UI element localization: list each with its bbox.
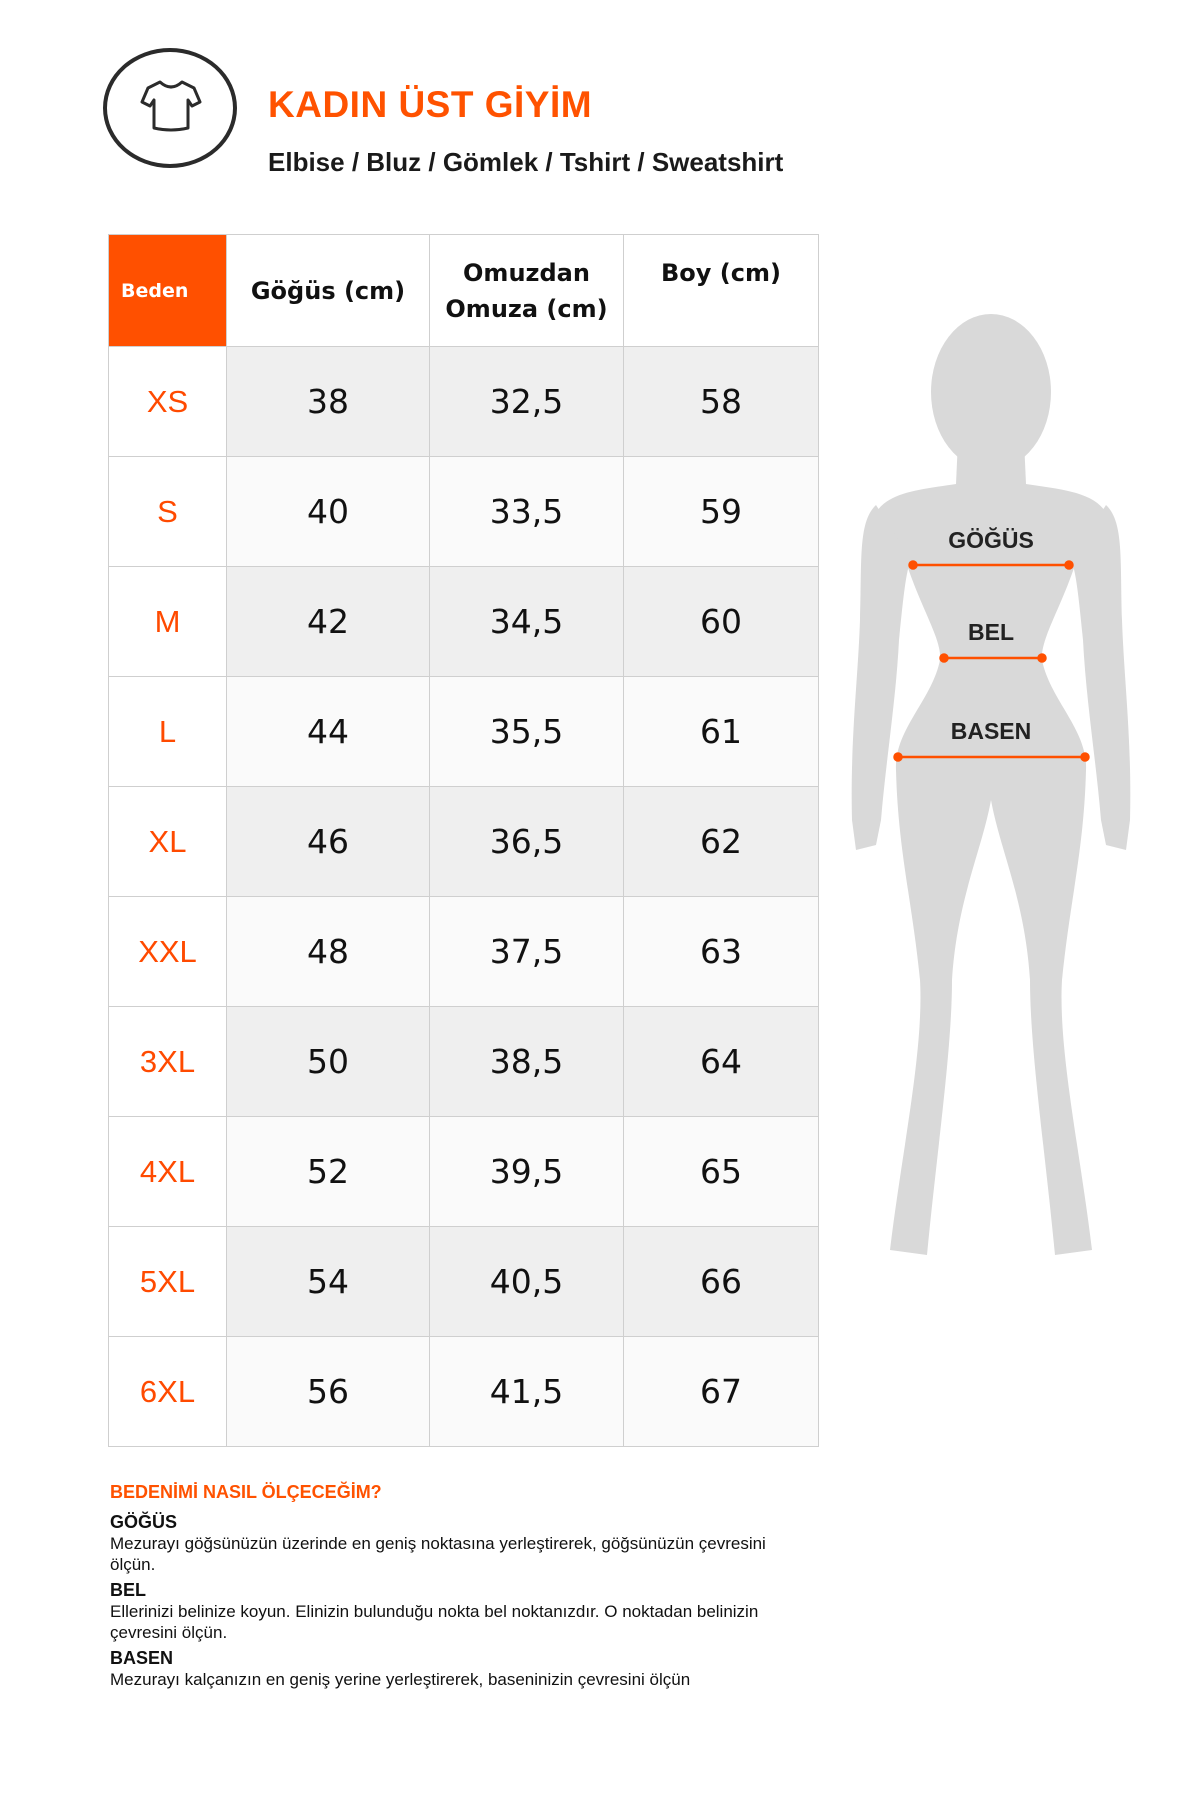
chest-section-title: GÖĞÜS — [110, 1512, 178, 1532]
chest-section-text: Mezurayı göğsünüzün üzerinde en geniş no… — [110, 1534, 766, 1574]
waist-section-text: Ellerinizi belinize koyun. Elinizin bulu… — [110, 1602, 759, 1642]
length-cell: 58 — [623, 346, 819, 457]
page-title: KADIN ÜST GİYİM — [268, 84, 593, 125]
chest-label: GÖĞÜS — [948, 526, 1034, 553]
chest-cell: 46 — [226, 786, 430, 897]
shoulder-cell: 37,5 — [429, 896, 624, 1007]
length-cell: 62 — [623, 786, 819, 897]
shoulder-cell: 41,5 — [429, 1336, 624, 1447]
table-header-row: Beden Göğüs (cm) Omuzdan Omuza (cm) Boy … — [108, 234, 819, 347]
table-row: 4XL 52 39,5 65 — [108, 1116, 819, 1227]
waist-measure-line — [939, 653, 1047, 663]
tshirt-logo — [103, 48, 237, 168]
size-cell: L — [108, 676, 227, 787]
chest-cell: 56 — [226, 1336, 430, 1447]
chest-cell: 38 — [226, 346, 430, 457]
body-silhouette: GÖĞÜS BEL BASEN — [851, 314, 1131, 1255]
size-cell: M — [108, 566, 227, 677]
table-row: XXL 48 37,5 63 — [108, 896, 819, 1007]
chest-cell: 50 — [226, 1006, 430, 1117]
hip-label: BASEN — [951, 718, 1032, 744]
shoulder-cell: 33,5 — [429, 456, 624, 567]
shoulder-cell: 40,5 — [429, 1226, 624, 1337]
size-cell: 4XL — [108, 1116, 227, 1227]
size-cell: XL — [108, 786, 227, 897]
how-to-heading: BEDENİMİ NASIL ÖLÇECEĞİM? — [110, 1482, 382, 1502]
hip-measure-line — [893, 752, 1090, 762]
chest-cell: 40 — [226, 456, 430, 567]
size-cell: S — [108, 456, 227, 567]
shoulder-cell: 34,5 — [429, 566, 624, 677]
col-header-length: Boy (cm) — [623, 234, 819, 347]
table-row: 5XL 54 40,5 66 — [108, 1226, 819, 1337]
length-cell: 65 — [623, 1116, 819, 1227]
col-header-size: Beden — [108, 234, 227, 347]
shoulder-cell: 32,5 — [429, 346, 624, 457]
size-cell: XXL — [108, 896, 227, 1007]
waist-label: BEL — [968, 619, 1014, 645]
size-cell: 3XL — [108, 1006, 227, 1117]
size-table: Beden Göğüs (cm) Omuzdan Omuza (cm) Boy … — [108, 234, 819, 1447]
length-cell: 59 — [623, 456, 819, 567]
chest-cell: 44 — [226, 676, 430, 787]
shoulder-cell: 35,5 — [429, 676, 624, 787]
chest-cell: 48 — [226, 896, 430, 1007]
table-row: S 40 33,5 59 — [108, 456, 819, 567]
table-row: M 42 34,5 60 — [108, 566, 819, 677]
table-row: 6XL 56 41,5 67 — [108, 1336, 819, 1447]
chest-measure-line — [908, 560, 1074, 570]
silhouette-figure — [851, 314, 1131, 1255]
length-cell: 66 — [623, 1226, 819, 1337]
col-header-chest: Göğüs (cm) — [226, 234, 430, 347]
shoulder-cell: 39,5 — [429, 1116, 624, 1227]
length-cell: 64 — [623, 1006, 819, 1117]
size-cell: XS — [108, 346, 227, 457]
table-row: XS 38 32,5 58 — [108, 346, 819, 457]
size-cell: 6XL — [108, 1336, 227, 1447]
hip-section-text: Mezurayı kalçanızın en geniş yerine yerl… — [110, 1670, 691, 1689]
main-content: Beden Göğüs (cm) Omuzdan Omuza (cm) Boy … — [108, 234, 819, 1694]
page-subtitle: Elbise / Bluz / Gömlek / Tshirt / Sweats… — [268, 147, 784, 177]
shoulder-cell: 36,5 — [429, 786, 624, 897]
how-to-measure: BEDENİMİ NASIL ÖLÇECEĞİM? GÖĞÜS Mezurayı… — [108, 1481, 810, 1690]
chest-cell: 52 — [226, 1116, 430, 1227]
length-cell: 60 — [623, 566, 819, 677]
hip-section-title: BASEN — [110, 1648, 174, 1668]
length-cell: 63 — [623, 896, 819, 1007]
waist-section-title: BEL — [110, 1580, 146, 1600]
length-cell: 61 — [623, 676, 819, 787]
col-header-shoulder: Omuzdan Omuza (cm) — [429, 234, 624, 347]
chest-cell: 54 — [226, 1226, 430, 1337]
size-cell: 5XL — [108, 1226, 227, 1337]
chest-cell: 42 — [226, 566, 430, 677]
table-row: L 44 35,5 61 — [108, 676, 819, 787]
shoulder-cell: 38,5 — [429, 1006, 624, 1117]
length-cell: 67 — [623, 1336, 819, 1447]
table-row: XL 46 36,5 62 — [108, 786, 819, 897]
table-row: 3XL 50 38,5 64 — [108, 1006, 819, 1117]
tshirt-icon — [140, 80, 202, 132]
